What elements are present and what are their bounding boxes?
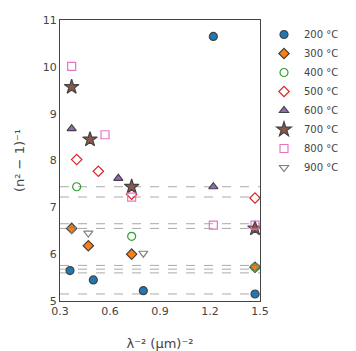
svg-text:700 °C: 700 °C xyxy=(304,124,338,135)
svg-text:400 °C: 400 °C xyxy=(304,67,338,78)
svg-text:200 °C: 200 °C xyxy=(304,29,338,40)
svg-text:800 °C: 800 °C xyxy=(304,143,338,154)
svg-text:0.6: 0.6 xyxy=(101,305,119,318)
svg-text:6: 6 xyxy=(50,248,57,261)
svg-text:300 °C: 300 °C xyxy=(304,48,338,59)
svg-text:10: 10 xyxy=(43,61,57,74)
svg-text:1.2: 1.2 xyxy=(201,305,219,318)
svg-text:5: 5 xyxy=(50,295,57,308)
svg-text:(n² − 1)⁻¹: (n² − 1)⁻¹ xyxy=(12,129,27,192)
svg-text:1.5: 1.5 xyxy=(251,305,269,318)
svg-text:9: 9 xyxy=(50,108,57,121)
svg-text:7: 7 xyxy=(50,201,57,214)
svg-text:8: 8 xyxy=(50,154,57,167)
svg-text:0.3: 0.3 xyxy=(51,305,69,318)
svg-text:900 °C: 900 °C xyxy=(304,162,338,173)
svg-text:λ⁻² (μm)⁻²: λ⁻² (μm)⁻² xyxy=(126,336,193,351)
svg-text:600 °C: 600 °C xyxy=(304,105,338,116)
svg-text:11: 11 xyxy=(43,14,57,27)
svg-text:0.9: 0.9 xyxy=(151,305,169,318)
svg-text:500 °C: 500 °C xyxy=(304,86,338,97)
